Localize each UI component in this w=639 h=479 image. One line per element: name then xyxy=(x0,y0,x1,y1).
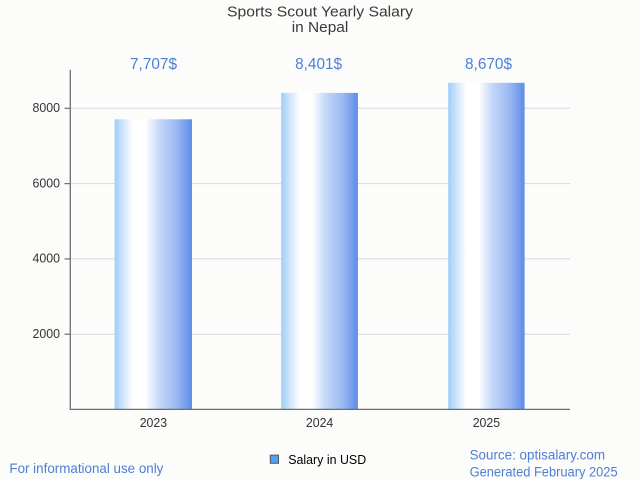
svg-text:8,401$: 8,401$ xyxy=(295,56,342,73)
svg-text:in Nepal: in Nepal xyxy=(292,20,349,36)
svg-text:Generated February 2025: Generated February 2025 xyxy=(470,464,618,479)
svg-text:2025: 2025 xyxy=(473,416,500,430)
svg-text:8000: 8000 xyxy=(33,100,61,115)
svg-text:Sports Scout Yearly Salary: Sports Scout Yearly Salary xyxy=(227,4,414,20)
svg-text:6000: 6000 xyxy=(33,175,61,190)
svg-text:7,707$: 7,707$ xyxy=(130,56,177,73)
svg-text:Source: optisalary.com: Source: optisalary.com xyxy=(470,447,605,462)
svg-text:Salary in USD: Salary in USD xyxy=(288,452,366,467)
svg-text:2023: 2023 xyxy=(140,416,167,430)
svg-text:2024: 2024 xyxy=(306,416,333,430)
svg-text:2000: 2000 xyxy=(33,326,61,341)
svg-text:For informational use only: For informational use only xyxy=(9,461,163,476)
svg-text:4000: 4000 xyxy=(33,251,61,266)
svg-text:8,670$: 8,670$ xyxy=(465,56,512,73)
